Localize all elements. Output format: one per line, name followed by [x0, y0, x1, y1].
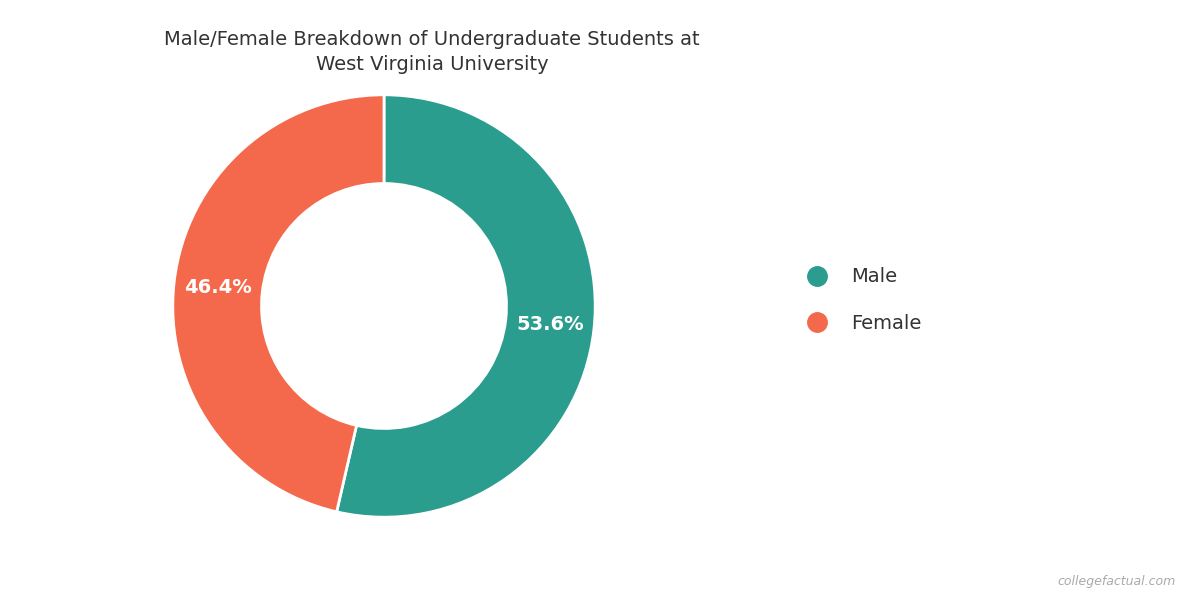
Text: 53.6%: 53.6%	[516, 316, 583, 334]
Wedge shape	[337, 95, 595, 517]
Wedge shape	[173, 95, 384, 512]
Text: collegefactual.com: collegefactual.com	[1057, 575, 1176, 588]
Text: Male/Female Breakdown of Undergraduate Students at
West Virginia University: Male/Female Breakdown of Undergraduate S…	[164, 30, 700, 74]
Legend: Male, Female: Male, Female	[778, 248, 942, 352]
Text: 46.4%: 46.4%	[185, 278, 252, 296]
